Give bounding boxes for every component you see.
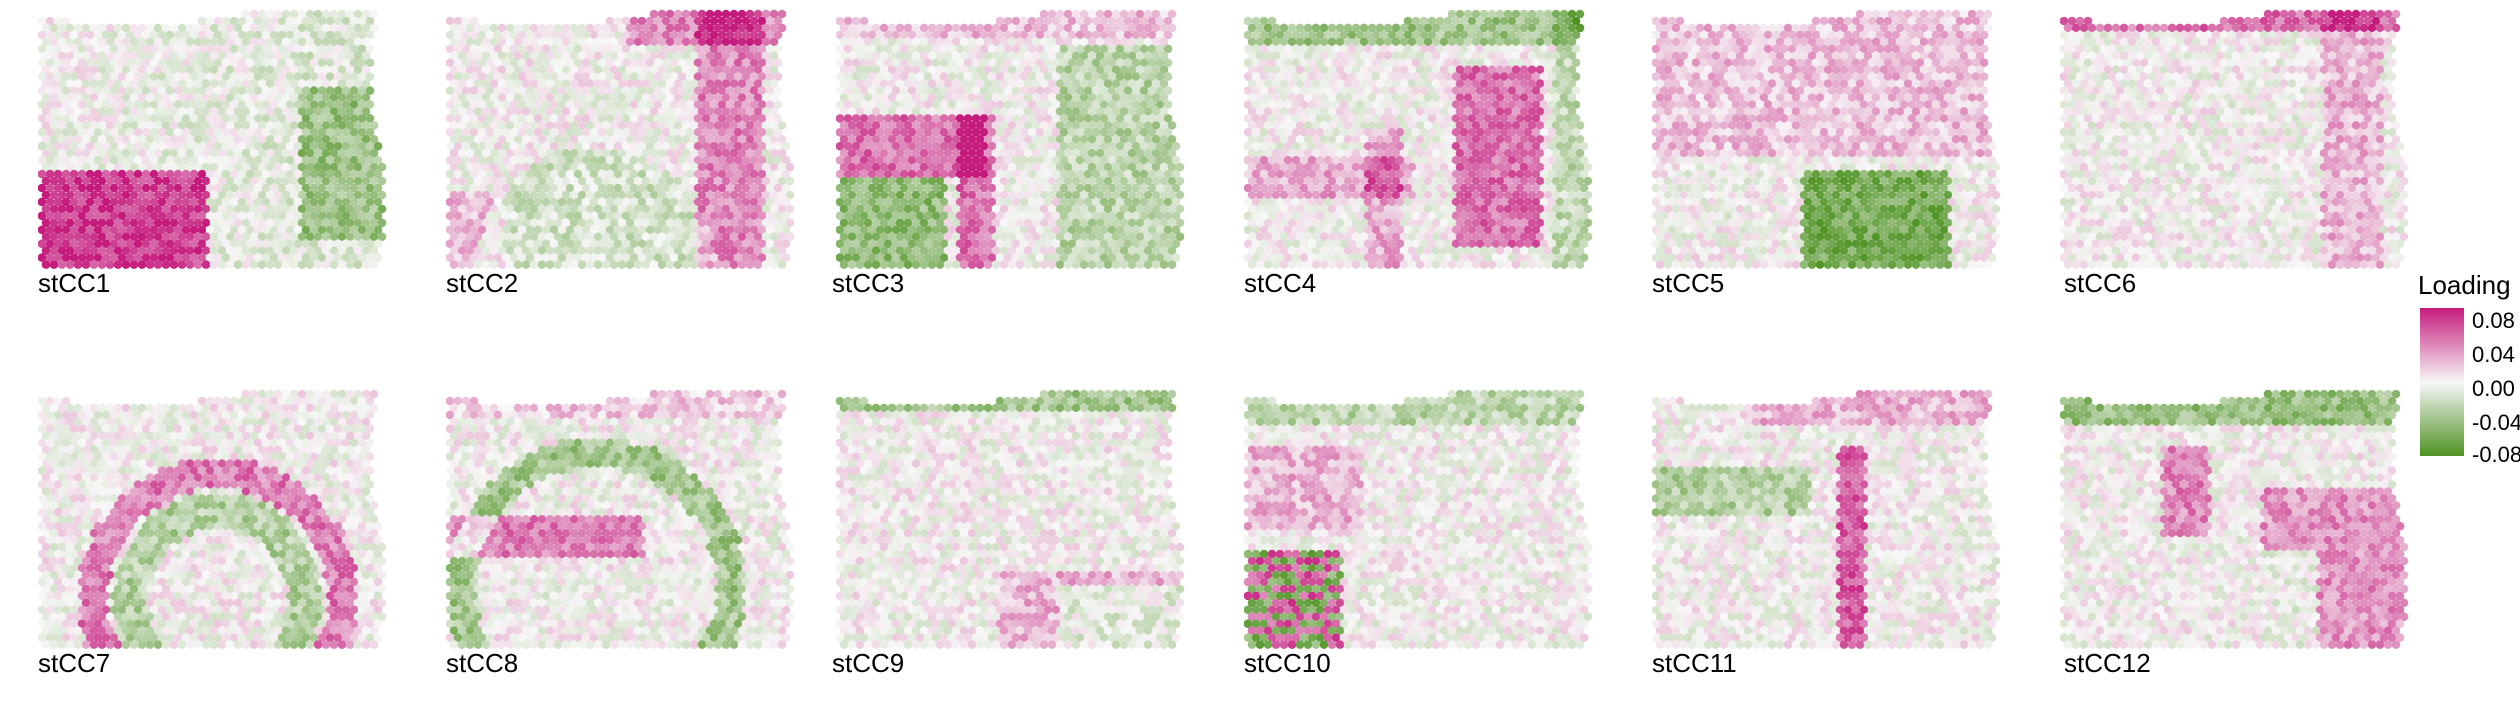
spatial-map-panel: stCC4 [1244, 8, 1604, 298]
legend-tick-label: -0.04 [2472, 410, 2520, 435]
panel-label: stCC5 [1652, 268, 1725, 298]
legend-tick-label: 0.04 [2472, 342, 2515, 367]
panel-label: stCC4 [1244, 268, 1317, 298]
spatial-map-panel: stCC11 [1652, 388, 2012, 678]
spatial-loading-map [836, 9, 1185, 269]
spatial-loading-map [38, 389, 387, 649]
spatial-map-panel: stCC2 [446, 8, 806, 298]
panel-label: stCC8 [446, 648, 519, 678]
legend-tick-label: -0.08 [2472, 442, 2520, 467]
panel-label: stCC9 [832, 648, 905, 678]
panel-label: stCC7 [38, 648, 111, 678]
spatial-loading-map [38, 9, 387, 269]
panel-label: stCC12 [2064, 648, 2151, 678]
spatial-loading-map [1652, 9, 2001, 269]
spatial-loading-map [1244, 9, 1593, 269]
panel-label: stCC10 [1244, 648, 1331, 678]
spatial-map-panel: stCC6 [2060, 8, 2420, 298]
spatial-loading-map [1244, 389, 1593, 649]
spatial-loading-map [2060, 389, 2409, 649]
spatial-loading-map [446, 9, 795, 269]
panel-label: stCC6 [2064, 268, 2137, 298]
spatial-loading-map [446, 389, 795, 649]
spatial-map-panel: stCC5 [1652, 8, 2012, 298]
spatial-loading-map [1652, 389, 2001, 649]
spatial-map-panel: stCC9 [832, 388, 1196, 678]
spatial-loading-map [2060, 9, 2409, 269]
legend-colorbar [2420, 308, 2464, 456]
spatial-loading-map [836, 389, 1185, 649]
color-legend: Loading 0.08 0.04 0.00 -0.04 -0.08 [2418, 270, 2520, 467]
legend-tick-label: 0.08 [2472, 308, 2515, 333]
legend-tick-label: 0.00 [2472, 376, 2515, 401]
spatial-map-panel: stCC10 [1244, 388, 1604, 678]
spatial-map-panel: stCC3 [832, 8, 1196, 298]
panel-label: stCC3 [832, 268, 905, 298]
spatial-map-panel: stCC7 [38, 388, 398, 678]
panel-label: stCC2 [446, 268, 519, 298]
legend-title: Loading [2418, 270, 2511, 300]
spatial-map-panel: stCC1 [38, 8, 398, 298]
spatial-map-panel: stCC12 [2060, 388, 2420, 678]
spatial-map-panel: stCC8 [446, 388, 806, 678]
panel-label: stCC11 [1652, 648, 1737, 678]
panel-label: stCC1 [38, 268, 111, 298]
